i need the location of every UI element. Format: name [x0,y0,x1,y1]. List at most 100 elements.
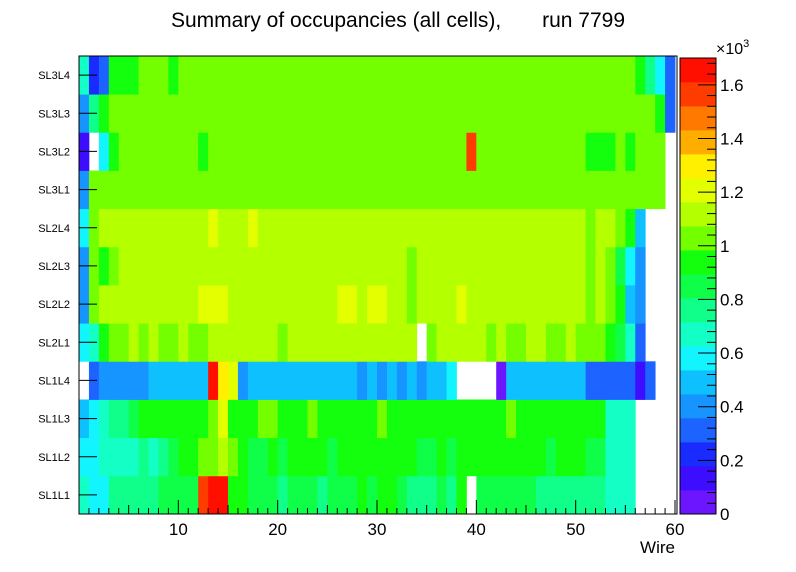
heatmap-cell [436,94,447,133]
heatmap-cell [108,246,120,286]
heatmap-cell [247,170,259,210]
heatmap-cell [228,361,239,400]
heatmap-cell [307,94,318,133]
heatmap-cell [456,399,467,439]
heatmap-cell [297,208,308,248]
heatmap-cell [128,437,139,477]
heatmap-cell [108,285,120,324]
heatmap-cell [635,94,646,133]
heatmap-cell [247,437,259,477]
heatmap-cell [188,246,199,286]
heatmap-cell [208,56,219,95]
heatmap-cell [486,285,497,324]
heatmap-cell [526,170,537,210]
y-tick-label: SL1L1 [38,490,70,502]
heatmap-cell [565,323,577,362]
heatmap-cell [446,399,457,439]
heatmap-cell [565,285,577,324]
heatmap-cell [545,475,557,515]
heatmap-cell [228,246,239,286]
heatmap-cell [476,437,487,477]
heatmap-cell [287,94,298,133]
heatmap-cell [595,437,606,477]
heatmap-cell [347,208,358,248]
heatmap-cell [545,246,557,286]
heatmap-cell [277,94,288,133]
heatmap-cell [595,475,606,515]
heatmap-cell [575,323,587,362]
heatmap-cell [476,132,487,171]
heatmap-cell [357,361,368,400]
heatmap-cell [367,208,378,248]
color-scale-tick-label: 1.2 [720,183,744,202]
heatmap-cell [257,170,269,210]
heatmap-cell [615,323,626,362]
heatmap-cell [277,132,288,171]
heatmap-cell [516,56,527,95]
heatmap-cell [526,361,537,400]
heatmap-cell [337,285,348,324]
heatmap-cell [406,323,418,362]
heatmap-cell [456,475,467,515]
heatmap-cell [426,285,437,324]
heatmap-cell [208,246,219,286]
heatmap-cell [178,361,189,400]
heatmap-cell [118,56,130,95]
heatmap-cell [476,56,487,95]
heatmap-cell [347,285,358,324]
heatmap-cell [406,56,418,95]
color-scale-tick-label: 0 [720,505,729,524]
heatmap-cell [565,399,577,439]
heatmap-cell [645,361,656,400]
heatmap-cell [605,399,616,439]
heatmap-cell [456,285,467,324]
heatmap-cell [148,56,159,95]
heatmap-cell [426,323,437,362]
heatmap-cell [267,437,279,477]
heatmap-cell [108,132,120,171]
heatmap-cell [168,132,179,171]
heatmap-cell [297,94,308,133]
heatmap-cell [466,437,477,477]
heatmap-cell [615,285,626,324]
heatmap-cell [218,246,229,286]
heatmap-cell [635,132,646,171]
heatmap-cell [327,361,338,400]
heatmap-cell [148,399,159,439]
heatmap-cell [605,246,616,286]
heatmap-cell [506,437,517,477]
heatmap-cell [148,94,159,133]
heatmap-cell [565,437,577,477]
heatmap-cell [516,399,527,439]
heatmap-cell [396,475,408,515]
x-tick-label: 50 [566,520,585,539]
heatmap-cell [436,475,447,515]
heatmap-cell [367,132,378,171]
heatmap-cell [277,246,288,286]
heatmap-cell [138,323,149,362]
heatmap-cell [426,246,437,286]
heatmap-cell [466,323,477,362]
heatmap-cell [615,475,626,515]
heatmap-cell [595,170,606,210]
heatmap-cell [416,56,428,95]
color-scale-multiplier-base: ×10 [716,41,743,58]
heatmap-cell [555,132,567,171]
heatmap-cell [138,170,149,210]
heatmap-cell [545,399,557,439]
heatmap-cell [516,437,527,477]
heatmap-cell [565,132,577,171]
heatmap-cell [377,475,388,515]
heatmap-cell [575,208,587,248]
heatmap-cell [605,56,616,95]
heatmap-cell [357,170,368,210]
heatmap-cell [386,208,398,248]
heatmap-cell [377,361,388,400]
color-scale-multiplier-power: 3 [743,38,749,50]
color-scale-step [680,178,716,203]
heatmap-cell [446,56,457,95]
heatmap-cell [516,246,527,286]
heatmap-cell [158,94,169,133]
heatmap-cell [347,437,358,477]
